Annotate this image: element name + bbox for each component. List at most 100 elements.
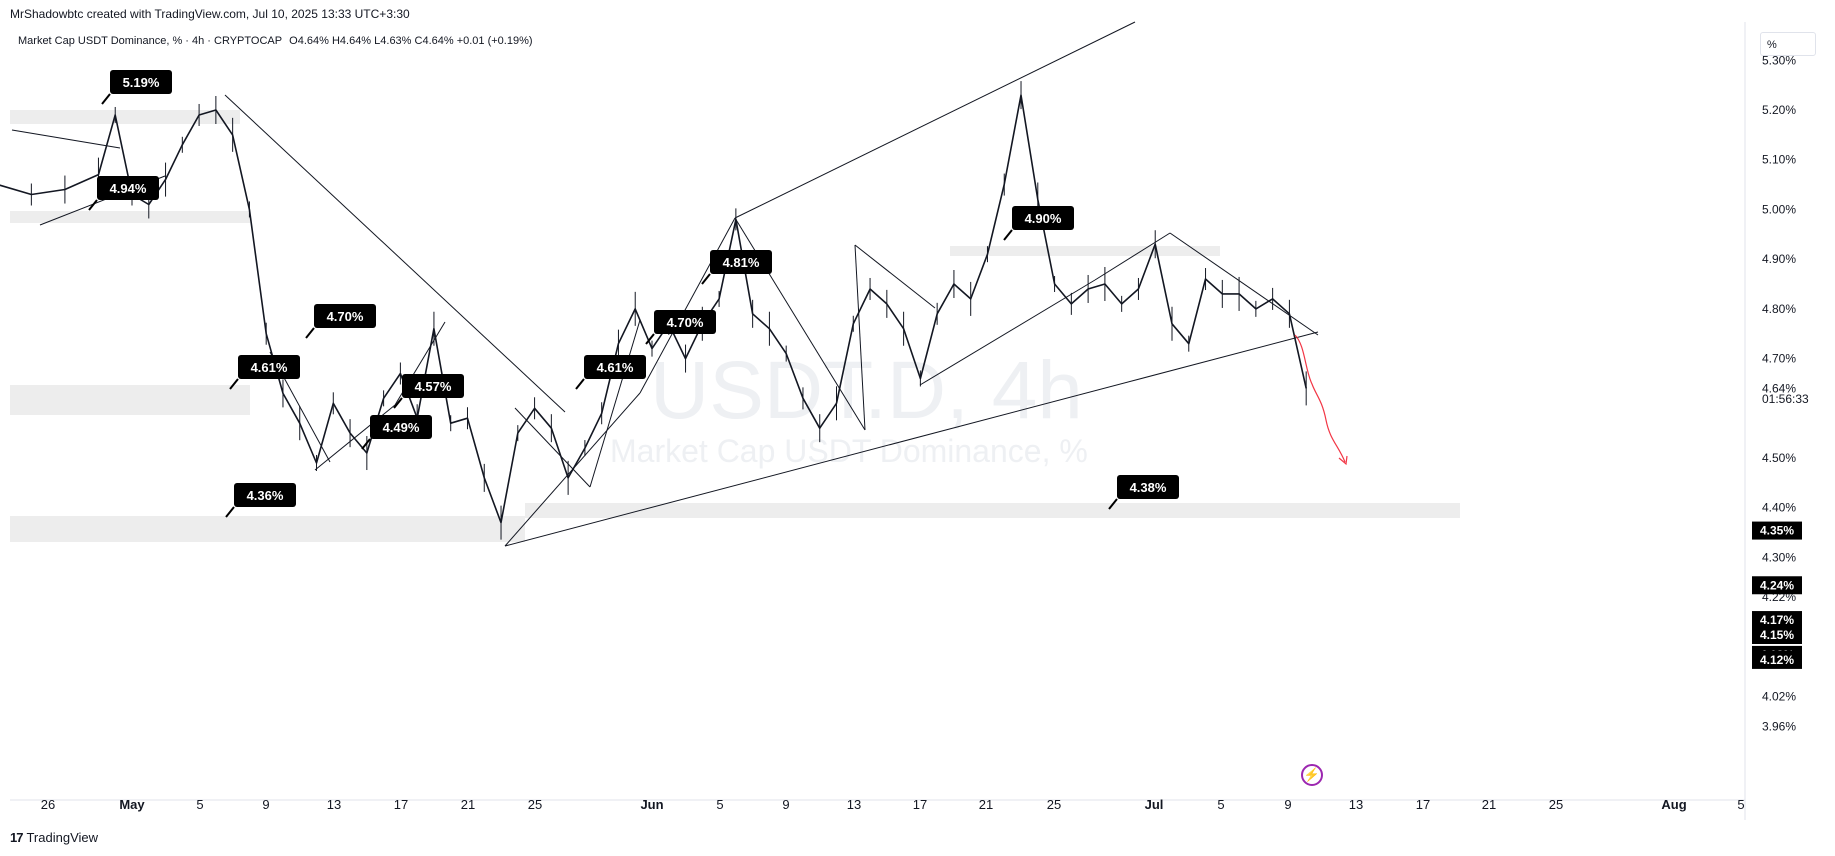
y-tick-label: 4.50% [1762,451,1796,465]
x-tick-label: 9 [262,797,269,812]
price-label-callout: 4.90% [1003,206,1074,241]
x-tick-label: 17 [913,797,927,812]
x-tick-label: 9 [782,797,789,812]
x-tick-label: 25 [1047,797,1061,812]
x-tick-label: May [119,797,145,812]
callout-box [234,483,296,507]
callout-label: 4.61% [251,360,288,375]
trend-line [919,279,1096,386]
price-label-callout: 4.81% [701,250,772,285]
x-tick-label: 5 [196,797,203,812]
callout-pointer [305,327,315,339]
callout-box [97,176,159,200]
price-axis-tag: 4.15% [1752,626,1802,644]
callout-pointer [1108,498,1118,510]
trend-line [639,217,736,394]
callout-label: 4.61% [597,360,634,375]
x-tick-label: 13 [327,797,341,812]
callout-label: 4.70% [327,309,364,324]
x-tick-label: 9 [1284,797,1291,812]
price-label-callout: 4.61% [229,355,300,390]
chart-credit: MrShadowbtc created with TradingView.com… [10,7,410,21]
callout-pointer [575,378,585,390]
price-label-callout: 4.57% [393,374,464,409]
price-tag-box [1752,626,1802,644]
tradingview-logo-icon: 17 [10,830,24,845]
price-axis-tag: 4.35% [1752,521,1802,540]
price-label-callout: 4.36% [225,483,296,518]
price-label-callout: 4.61% [575,355,646,390]
callout-box [402,374,464,398]
x-tick-label: 21 [461,797,475,812]
y-tick-label: 4.80% [1762,302,1796,316]
x-tick-label: 25 [1549,797,1563,812]
price-tag-box [1752,521,1802,540]
trend-line [504,392,641,547]
price-tag-box [1752,611,1802,630]
price-label-callout: 4.49% [361,415,432,450]
trend-line [1094,232,1171,281]
y-tick-label: 4.40% [1762,501,1796,515]
x-tick-label: 5 [1217,797,1224,812]
price-label-callout: 4.94% [88,176,159,211]
x-tick-label: 17 [394,797,408,812]
bar-countdown: 01:56:33 [1762,392,1809,406]
callout-box [584,355,646,379]
trend-line [504,331,1319,547]
callout-box [654,310,716,334]
ohlc-values: O4.64% H4.64% L4.63% C4.64% +0.01 (+0.19… [289,35,533,47]
trend-line [1169,232,1319,336]
y-tick-label: 3.96% [1762,719,1796,733]
trend-line [734,21,1136,219]
callout-label: 4.38% [1130,480,1167,495]
trend-line [589,319,641,488]
x-tick-label: Jun [640,797,663,812]
callout-pointer [225,506,235,518]
trend-line [224,94,566,413]
zone-support [525,503,1460,518]
y-tick-label: 4.70% [1762,352,1796,366]
x-tick-label: Aug [1661,797,1686,812]
callout-pointer [229,378,239,390]
projection-arrow [1294,334,1346,463]
watermark-name: Market Cap USDT Dominance, % [610,433,1088,469]
symbol-title[interactable]: Market Cap USDT Dominance, % · 4h · CRYP… [18,35,283,47]
callout-label: 4.90% [1025,211,1062,226]
x-tick-label: 5 [1737,797,1744,812]
zone-upper [10,211,250,223]
price-tag-box [1752,576,1802,595]
y-tick-label: 4.30% [1762,550,1796,564]
x-tick-label: 21 [1482,797,1496,812]
price-label-callout: 4.38% [1108,475,1179,510]
y-tick-label: 5.30% [1762,53,1796,67]
watermark-symbol: USDT.D, 4h [650,345,1083,436]
callout-box [1012,206,1074,230]
callout-label: 4.70% [667,315,704,330]
trend-line [854,244,936,309]
price-label-callout: 4.70% [645,310,716,345]
lightning-alert-icon[interactable]: ⚡ [1301,764,1323,786]
x-tick-label: 25 [528,797,542,812]
percent-scale-toggle[interactable]: % [1760,32,1816,56]
y-tick-label: 5.00% [1762,202,1796,216]
callout-pointer [645,333,655,345]
callout-box [238,355,300,379]
price-tag-label: 4.15% [1760,628,1794,642]
brand-name: TradingView [26,830,99,845]
price-axis-tag: 4.17% [1752,611,1802,630]
symbol-legend: Market Cap USDT Dominance, % · 4h · CRYP… [18,35,537,47]
callout-box [110,70,172,94]
zone-low [10,516,525,542]
callout-pointer [1003,229,1013,241]
callout-label: 4.81% [723,255,760,270]
y-tick-label: 5.20% [1762,103,1796,117]
callout-label: 4.49% [383,420,420,435]
price-axis-tag: 4.12% [1752,650,1802,669]
y-tick-label: 4.64% [1762,381,1796,395]
trend-line [854,244,866,431]
x-tick-label: Jul [1145,797,1164,812]
callout-label: 4.36% [247,488,284,503]
tradingview-logo[interactable]: 17 TradingView [10,830,98,845]
price-tag-label: 4.35% [1760,524,1794,538]
